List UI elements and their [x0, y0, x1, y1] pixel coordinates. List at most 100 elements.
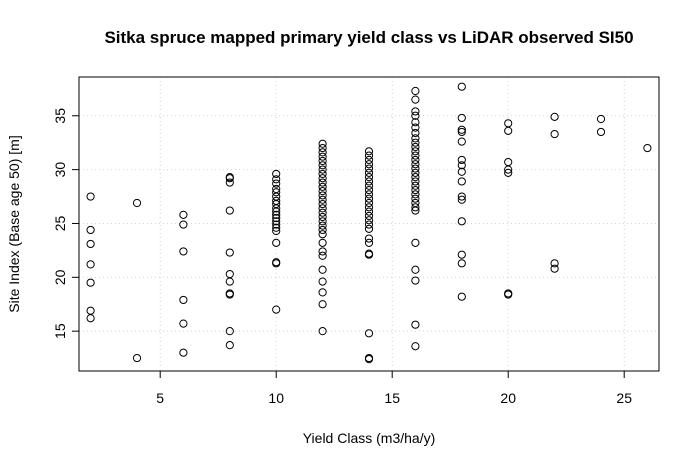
data-point: [457, 167, 466, 176]
data-point: [364, 250, 374, 259]
data-point: [411, 168, 420, 177]
data-point: [364, 234, 374, 243]
data-point: [364, 151, 374, 160]
data-point: [272, 220, 281, 229]
data-point: [225, 327, 234, 336]
data-point: [225, 178, 234, 187]
data-point: [318, 300, 327, 309]
data-point: [457, 127, 466, 137]
data-point: [272, 175, 281, 184]
data-point: [364, 177, 374, 186]
y-tick-label: 15: [52, 323, 68, 339]
data-point: [318, 230, 327, 239]
data-point: [272, 213, 281, 223]
data-point: [272, 210, 281, 219]
data-point: [364, 355, 374, 364]
data-point: [272, 169, 281, 179]
y-axis: 15 20 25 30 35: [52, 108, 79, 339]
data-point: [550, 129, 559, 139]
data-point: [86, 225, 95, 235]
data-point: [457, 177, 466, 186]
data-point: [318, 208, 327, 217]
data-point: [411, 203, 420, 212]
data-point: [364, 207, 374, 216]
data-point: [411, 265, 420, 274]
data-point: [364, 211, 374, 221]
data-point: [318, 247, 327, 256]
data-point: [225, 206, 234, 215]
data-point: [179, 210, 188, 219]
data-point: [179, 319, 188, 328]
data-point: [225, 277, 234, 286]
data-point: [179, 348, 188, 357]
data-point: [411, 123, 420, 132]
data-point: [411, 206, 420, 215]
data-point: [504, 126, 513, 135]
data-point: [272, 192, 281, 201]
data-point: [364, 173, 374, 182]
data-point: [318, 238, 327, 247]
data-point: [318, 178, 327, 187]
data-point: [132, 353, 142, 363]
data-point: [411, 118, 420, 127]
data-point: [272, 226, 281, 236]
data-point: [411, 173, 420, 182]
data-point: [86, 306, 95, 315]
y-tick-label: 25: [52, 215, 68, 231]
data-point: [550, 112, 559, 121]
data-point: [318, 143, 327, 153]
data-point: [225, 248, 234, 257]
data-point: [411, 320, 420, 329]
y-tick-label: 35: [52, 108, 68, 124]
data-point: [411, 185, 420, 195]
data-point: [411, 177, 420, 186]
data-point: [364, 164, 374, 173]
data-point: [272, 217, 281, 226]
data-point: [364, 224, 374, 233]
data-point: [457, 259, 466, 268]
data-point: [364, 194, 374, 203]
x-tick-label: 15: [384, 390, 400, 406]
data-point: [550, 259, 559, 268]
data-point: [411, 86, 420, 96]
data-point: [643, 143, 652, 153]
data-point: [318, 156, 327, 166]
data-point: [318, 174, 327, 183]
data-point: [318, 217, 327, 226]
data-point: [318, 221, 327, 230]
data-point: [457, 292, 466, 301]
data-point: [318, 191, 327, 200]
data-point: [411, 155, 420, 165]
data-point: [364, 181, 374, 190]
data-point: [318, 169, 327, 179]
data-point: [411, 238, 420, 247]
data-point: [318, 161, 327, 170]
data-point: [457, 113, 466, 123]
data-point: [411, 111, 420, 120]
data-point: [318, 277, 327, 286]
grid-lines: [79, 77, 659, 371]
data-point: [225, 174, 234, 183]
data-point: [364, 160, 374, 169]
data-point: [364, 329, 374, 338]
y-tick-label: 30: [52, 162, 68, 178]
x-axis: 5 10 15 20 25: [156, 371, 632, 406]
data-point: [457, 155, 466, 165]
data-point: [318, 148, 327, 157]
data-point: [272, 305, 281, 314]
data-point: [364, 198, 374, 208]
x-tick-label: 20: [500, 390, 516, 406]
x-tick-label: 10: [268, 390, 284, 406]
data-point: [132, 198, 142, 208]
data-point: [179, 295, 188, 305]
data-point: [364, 155, 374, 165]
data-point: [411, 190, 420, 199]
data-point: [364, 147, 374, 156]
data-point: [318, 288, 327, 297]
data-point: [364, 216, 374, 225]
data-point: [86, 314, 95, 323]
x-tick-label: 25: [616, 390, 632, 406]
data-point: [318, 199, 327, 209]
data-point: [504, 290, 513, 299]
data-point: [86, 260, 95, 269]
